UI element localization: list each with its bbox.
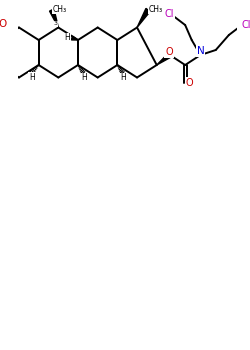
Polygon shape bbox=[50, 9, 58, 28]
Polygon shape bbox=[72, 36, 78, 40]
Text: Cl: Cl bbox=[242, 20, 250, 30]
Text: O: O bbox=[0, 19, 6, 29]
Text: CH₃: CH₃ bbox=[149, 5, 163, 14]
Text: H: H bbox=[81, 74, 87, 83]
Text: O: O bbox=[165, 47, 173, 57]
Text: H: H bbox=[120, 74, 126, 83]
Polygon shape bbox=[157, 53, 171, 65]
Polygon shape bbox=[137, 8, 150, 28]
Text: Cl: Cl bbox=[165, 9, 174, 19]
Text: N: N bbox=[196, 46, 204, 56]
Text: CH₃: CH₃ bbox=[53, 5, 67, 14]
Text: O: O bbox=[186, 77, 193, 88]
Text: 3: 3 bbox=[54, 21, 58, 26]
Text: H: H bbox=[29, 72, 34, 82]
Text: H: H bbox=[65, 34, 70, 42]
